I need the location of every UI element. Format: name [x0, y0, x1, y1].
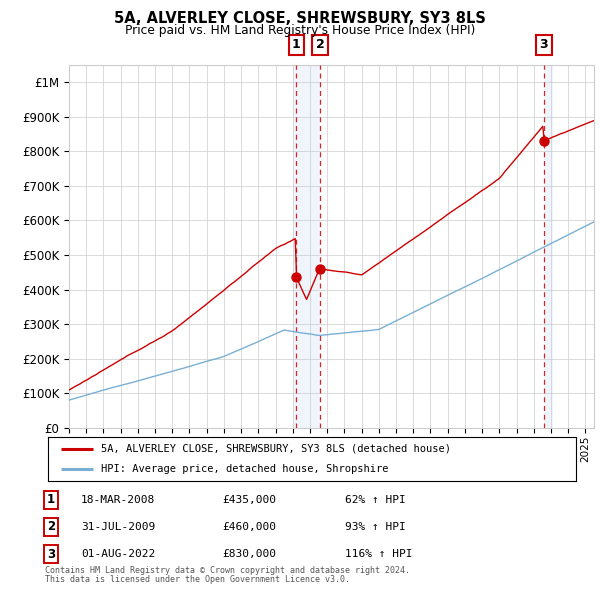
Text: £830,000: £830,000: [222, 549, 276, 559]
Text: £460,000: £460,000: [222, 522, 276, 532]
Text: Price paid vs. HM Land Registry's House Price Index (HPI): Price paid vs. HM Land Registry's House …: [125, 24, 475, 37]
Text: 3: 3: [47, 548, 55, 560]
Text: 5A, ALVERLEY CLOSE, SHREWSBURY, SY3 8LS: 5A, ALVERLEY CLOSE, SHREWSBURY, SY3 8LS: [114, 11, 486, 25]
Text: 62% ↑ HPI: 62% ↑ HPI: [345, 495, 406, 504]
Text: 5A, ALVERLEY CLOSE, SHREWSBURY, SY3 8LS (detached house): 5A, ALVERLEY CLOSE, SHREWSBURY, SY3 8LS …: [101, 444, 451, 454]
Text: 3: 3: [539, 38, 548, 51]
Text: 2: 2: [47, 520, 55, 533]
Text: 31-JUL-2009: 31-JUL-2009: [81, 522, 155, 532]
Text: 1: 1: [292, 38, 301, 51]
Bar: [293, 65, 320, 428]
Text: This data is licensed under the Open Government Licence v3.0.: This data is licensed under the Open Gov…: [45, 575, 350, 584]
Text: HPI: Average price, detached house, Shropshire: HPI: Average price, detached house, Shro…: [101, 464, 388, 474]
Text: 93% ↑ HPI: 93% ↑ HPI: [345, 522, 406, 532]
Text: 1: 1: [47, 493, 55, 506]
Text: 01-AUG-2022: 01-AUG-2022: [81, 549, 155, 559]
Text: £435,000: £435,000: [222, 495, 276, 504]
Text: Contains HM Land Registry data © Crown copyright and database right 2024.: Contains HM Land Registry data © Crown c…: [45, 566, 410, 575]
Text: 18-MAR-2008: 18-MAR-2008: [81, 495, 155, 504]
Text: 2: 2: [316, 38, 325, 51]
Text: 116% ↑ HPI: 116% ↑ HPI: [345, 549, 413, 559]
Bar: [544, 65, 553, 428]
